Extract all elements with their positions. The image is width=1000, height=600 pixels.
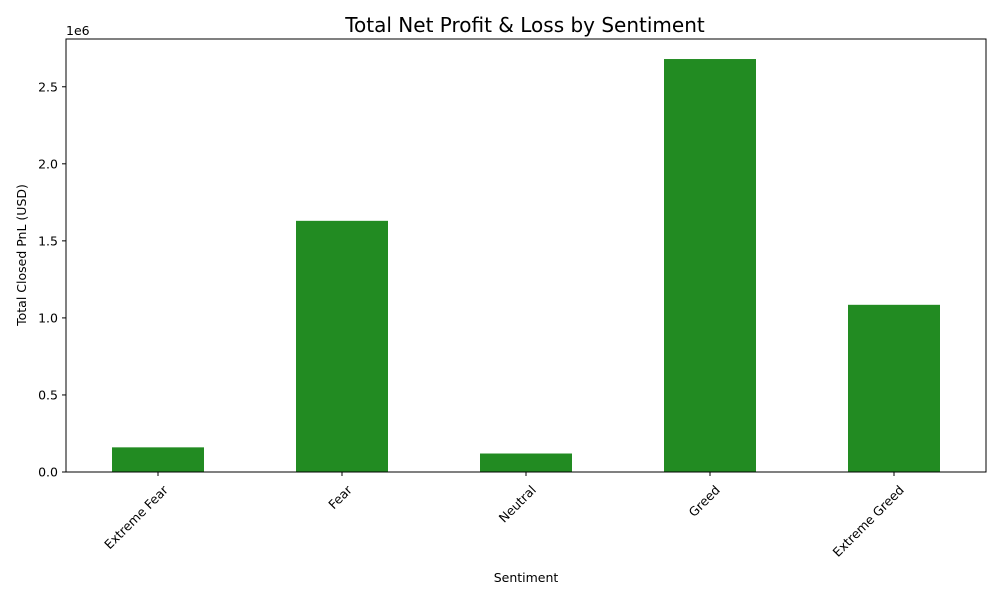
y-tick-label: 2.5 xyxy=(38,79,58,94)
bar-extreme-greed xyxy=(848,304,940,472)
bar-extreme-fear xyxy=(112,447,204,472)
bar-greed xyxy=(664,59,756,472)
y-axis-label: Total Closed PnL (USD) xyxy=(14,184,29,327)
y-tick-label: 0.5 xyxy=(38,387,58,402)
y-tick-label: 1.5 xyxy=(38,233,58,248)
x-tick-label: Greed xyxy=(686,482,723,519)
bars-group xyxy=(112,59,940,472)
x-tick-label: Extreme Fear xyxy=(101,482,171,552)
y-axis-ticks: 0.0 0.5 1.0 1.5 2.0 2.5 xyxy=(38,79,66,480)
x-axis-ticks: Extreme Fear Fear Neutral Greed Extreme Gree… xyxy=(101,472,907,560)
x-tick-label: Fear xyxy=(325,482,355,512)
bar-neutral xyxy=(480,453,572,472)
y-axis-scale-factor: 1e6 xyxy=(66,23,90,38)
y-tick-label: 0.0 xyxy=(38,465,58,480)
bar-fear xyxy=(296,220,388,472)
chart-title: Total Net Profit & Loss by Sentiment xyxy=(344,13,705,37)
plot-frame xyxy=(65,38,987,473)
x-tick-label: Extreme Greed xyxy=(829,482,906,559)
y-tick-label: 1.0 xyxy=(38,310,58,325)
y-tick-label: 2.0 xyxy=(38,156,58,171)
x-tick-label: Neutral xyxy=(496,482,539,525)
x-axis-label: Sentiment xyxy=(494,570,559,585)
